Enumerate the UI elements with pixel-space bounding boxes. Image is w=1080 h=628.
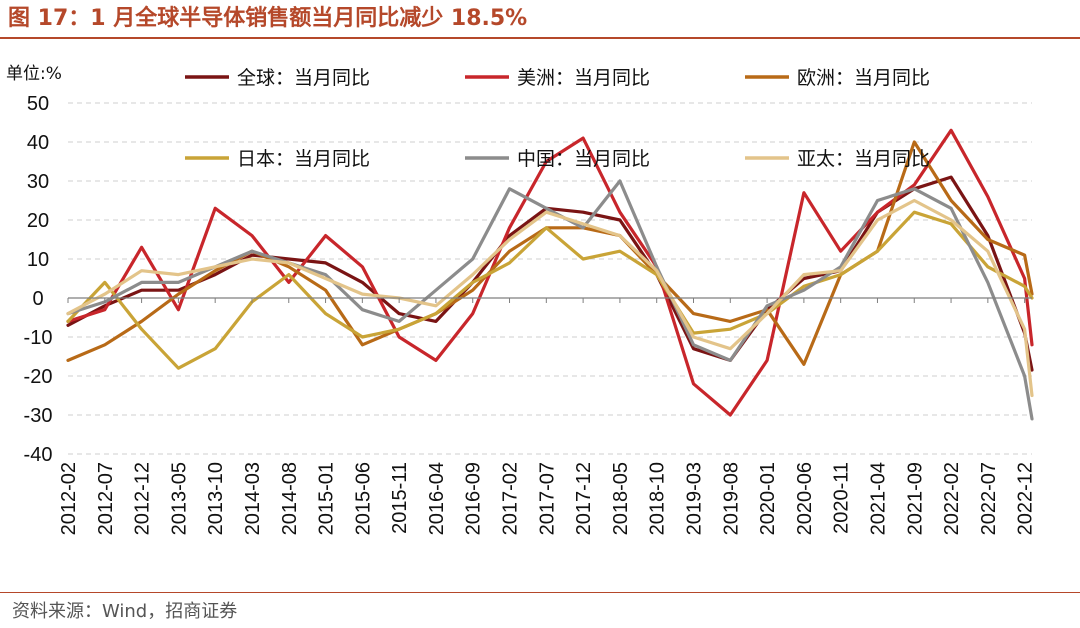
y-tick-label: 40	[27, 132, 49, 154]
legend-label: 美洲：当月同比	[517, 67, 650, 89]
legend-label: 亚太：当月同比	[797, 148, 930, 170]
x-tick-label: 2022-07	[978, 462, 1000, 535]
x-tick-label: 2017-07	[536, 462, 558, 535]
y-tick-label: -30	[24, 405, 53, 427]
y-tick-label: -20	[24, 366, 53, 388]
x-tick-label: 2022-12	[1015, 462, 1037, 535]
x-tick-label: 2015-11	[389, 462, 411, 534]
x-tick-label: 2021-09	[904, 462, 926, 535]
x-tick-label: 2014-03	[242, 462, 264, 535]
x-tick-label: 2015-01	[316, 462, 338, 535]
x-tick-label: 2022-02	[941, 462, 963, 535]
line-chart: 50 40 30 20 10 0 -10 -20 -30 -40 单位:% 2012-02 2012-0…	[6, 64, 1037, 535]
y-tick-label: 10	[27, 249, 49, 271]
y-tick-label: -10	[24, 327, 53, 349]
legend-label: 全球：当月同比	[237, 67, 370, 89]
series-line	[66, 140, 1034, 366]
x-tick-label: 2016-04	[426, 462, 448, 535]
x-tick-label: 2020-01	[757, 462, 779, 535]
source-note: 资料来源：Wind，招商证券	[12, 601, 238, 622]
x-tick-label: 2012-02	[58, 462, 80, 535]
chart-title: 图 17：1 月全球半导体销售额当月同比减少 18.5%	[8, 6, 528, 31]
y-tick-label: 0	[32, 288, 43, 310]
x-tick-label: 2015-06	[352, 462, 374, 535]
title-divider	[0, 37, 1080, 39]
x-tick-label: 2020-11	[831, 462, 853, 534]
legend-label: 日本：当月同比	[237, 148, 370, 170]
series-line	[66, 198, 1034, 398]
y-tick-label: 30	[27, 171, 49, 193]
x-tick-label: 2012-12	[132, 462, 154, 535]
x-tick-label: 2018-10	[647, 462, 669, 535]
x-tick-label: 2017-02	[500, 462, 522, 535]
x-tick-label: 2021-04	[868, 462, 890, 535]
y-tick-label: -40	[24, 444, 53, 466]
x-tick-label: 2016-09	[463, 462, 485, 535]
x-tick-label: 2012-07	[95, 462, 117, 535]
x-tick-label: 2020-06	[794, 462, 816, 535]
x-tick-label: 2019-03	[684, 462, 706, 535]
x-tick-label: 2013-05	[168, 462, 190, 535]
y-tick-label: 20	[27, 210, 49, 232]
x-tick-label: 2013-10	[205, 462, 227, 535]
series-line	[66, 210, 1034, 370]
y-axis-label: 单位:%	[6, 64, 62, 84]
legend-label: 中国：当月同比	[517, 148, 650, 170]
x-tick-label: 2018-05	[610, 462, 632, 535]
x-tick-label: 2014-08	[279, 462, 301, 535]
x-tick-label: 2017-12	[573, 462, 595, 535]
y-tick-label: 50	[27, 93, 49, 115]
footer-divider	[0, 592, 1080, 593]
legend-label: 欧洲：当月同比	[797, 67, 930, 89]
x-tick-label: 2019-08	[720, 462, 742, 535]
